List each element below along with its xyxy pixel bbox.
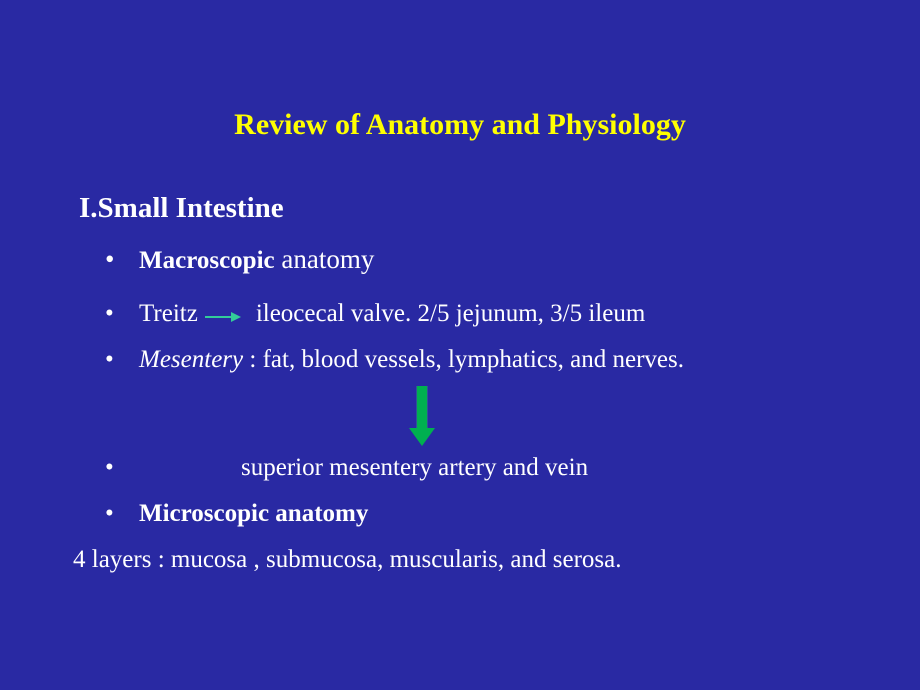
bullet-content: Microscopic anatomy [139, 500, 368, 528]
layers-line: 4 layers : mucosa , submucosa, musculari… [73, 546, 622, 574]
bullet-row: • superior mesentery artery and vein [105, 454, 588, 482]
arrow-shaft [416, 386, 428, 428]
bullet-dot: • [105, 244, 139, 275]
bullet-row: •Macroscopic anatomy [105, 244, 374, 275]
bullet-content: Mesentery : fat, blood vessels, lymphati… [139, 346, 684, 374]
text-segment: Treitz [139, 300, 198, 327]
bullet-row: •Treitz ileocecal valve. 2/5 jejunum, 3/5… [105, 300, 645, 328]
arrow-head [231, 312, 241, 322]
bullet-dot: • [105, 346, 139, 374]
slide-title: Review of Anatomy and Physiology [0, 108, 920, 142]
text-segment: Microscopic anatomy [139, 500, 368, 527]
arrow-shaft [205, 316, 231, 318]
bullet-dot: • [105, 300, 139, 328]
arrow-right-icon [205, 312, 241, 322]
text-segment: Mesentery [139, 346, 243, 373]
text-segment: Macroscopic [139, 247, 275, 274]
bullet-dot: • [105, 500, 139, 528]
bullet-row: •Mesentery : fat, blood vessels, lymphat… [105, 346, 684, 374]
text-segment: ileocecal valve. 2/5 jejunum, 3/5 ileum [256, 300, 645, 327]
text-segment: anatomy [275, 244, 375, 274]
slide-subtitle: I.Small Intestine [79, 192, 284, 225]
arrow-head [409, 428, 435, 446]
bullet-row: •Microscopic anatomy [105, 500, 368, 528]
bullet-content: Macroscopic anatomy [139, 244, 374, 275]
arrow-down-icon [409, 386, 435, 446]
text-segment: superior mesentery artery and vein [241, 454, 588, 481]
bullet-dot: • [105, 454, 139, 482]
bullet-content: superior mesentery artery and vein [139, 454, 588, 482]
text-segment: : fat, blood vessels, lymphatics, and ne… [243, 346, 684, 373]
